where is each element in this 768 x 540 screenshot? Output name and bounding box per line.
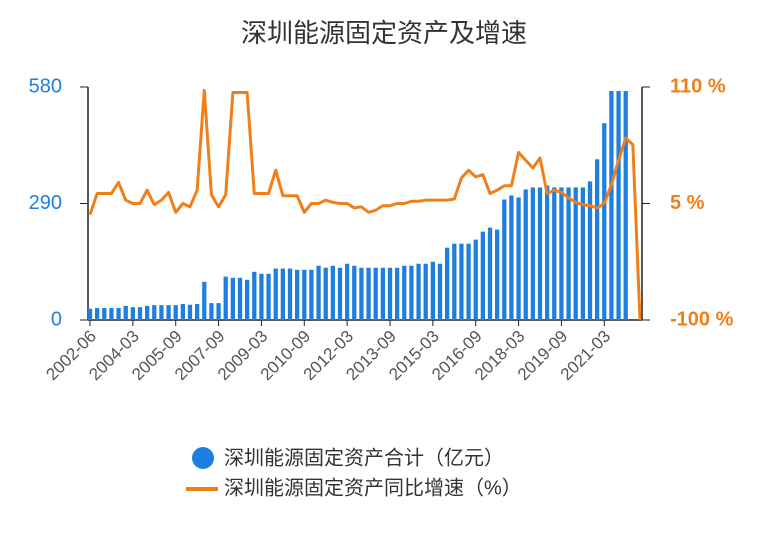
bar xyxy=(602,123,607,320)
bar xyxy=(573,187,578,320)
bar xyxy=(266,273,271,320)
bar xyxy=(559,187,564,320)
bar xyxy=(130,307,135,320)
bar xyxy=(166,305,171,320)
bar xyxy=(516,197,521,320)
bar xyxy=(116,307,121,320)
bar xyxy=(95,307,100,320)
bar xyxy=(495,229,500,320)
bar xyxy=(530,187,535,320)
bar xyxy=(395,267,400,320)
bar xyxy=(152,305,157,320)
bar xyxy=(137,307,143,320)
bar xyxy=(352,265,357,320)
bar xyxy=(537,187,543,320)
chart-title: 深圳能源固定资产及增速 xyxy=(241,18,527,48)
bar xyxy=(223,276,228,320)
bar xyxy=(552,187,557,320)
bar xyxy=(195,303,200,320)
bar xyxy=(509,195,514,320)
bar xyxy=(180,303,185,320)
bar xyxy=(295,269,300,320)
bar xyxy=(173,305,178,320)
bar xyxy=(487,227,493,320)
bar xyxy=(237,277,243,320)
bar xyxy=(87,308,93,320)
bar xyxy=(502,199,507,320)
bar xyxy=(623,91,628,320)
bar xyxy=(359,267,364,320)
bar xyxy=(187,304,193,320)
bar xyxy=(416,263,421,320)
bar xyxy=(616,91,621,320)
y2-tick-label: -100 % xyxy=(670,308,734,330)
bar xyxy=(230,277,235,320)
legend-marker xyxy=(192,447,214,469)
bar xyxy=(252,271,257,320)
bar xyxy=(202,281,207,320)
bar xyxy=(302,269,307,320)
bar xyxy=(345,263,350,320)
legend-label: 深圳能源固定资产同比增速（%） xyxy=(224,476,522,499)
bar xyxy=(480,231,485,320)
bar xyxy=(402,265,407,320)
y2-tick-label: 5 % xyxy=(670,192,705,214)
bar xyxy=(109,307,114,320)
bar xyxy=(609,91,614,320)
bar xyxy=(366,267,371,320)
bar xyxy=(330,265,335,320)
bar xyxy=(545,185,550,320)
y-tick-label: 0 xyxy=(51,308,62,330)
bar xyxy=(566,187,571,320)
bar xyxy=(580,187,585,320)
bar xyxy=(373,267,378,320)
y2-tick-label: 110 % xyxy=(670,75,726,97)
bar xyxy=(430,261,435,320)
bar xyxy=(309,269,314,320)
bar xyxy=(159,305,164,320)
bar xyxy=(337,267,343,320)
line xyxy=(88,88,642,321)
bar xyxy=(102,307,107,320)
bar xyxy=(316,265,321,320)
bar xyxy=(587,181,593,320)
bar xyxy=(380,267,385,320)
bar xyxy=(459,243,464,320)
bar xyxy=(387,267,393,320)
bar xyxy=(287,268,293,320)
bar xyxy=(423,263,428,320)
bar xyxy=(209,303,214,320)
bar xyxy=(523,189,528,320)
bar xyxy=(259,273,264,320)
legend-label: 深圳能源固定资产合计（亿元） xyxy=(224,446,504,469)
y-tick-label: 290 xyxy=(29,192,62,214)
bar xyxy=(245,279,250,320)
bar xyxy=(280,268,285,320)
bar xyxy=(216,303,221,320)
bar xyxy=(473,239,478,320)
bar xyxy=(273,268,278,320)
bar xyxy=(437,263,443,320)
bar xyxy=(409,265,414,320)
y-tick-label: 580 xyxy=(29,75,62,97)
bar xyxy=(466,243,471,320)
bar xyxy=(323,267,328,320)
bar xyxy=(145,305,150,320)
bar xyxy=(595,159,600,320)
bar xyxy=(445,247,450,320)
bar xyxy=(452,243,457,320)
bar xyxy=(123,305,128,320)
